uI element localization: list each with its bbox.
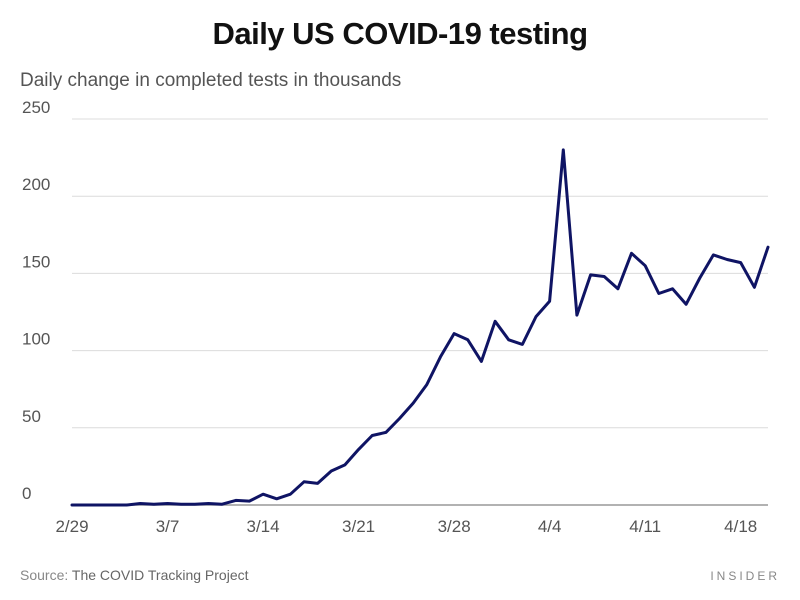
x-tick-label: 3/21 [342,517,375,536]
x-tick-label: 4/4 [538,517,562,536]
x-tick-label: 4/18 [724,517,757,536]
y-tick-label: 200 [22,175,50,194]
chart-title: Daily US COVID-19 testing [212,16,588,51]
source-text: The COVID Tracking Project [68,567,249,583]
series-line [70,148,770,507]
source-label: Source: [20,567,69,583]
x-tick-label: 3/14 [247,517,280,536]
y-axis-ticks: 0 50 100 150 200 250 [22,98,50,503]
insider-logo: INSIDER [710,569,780,583]
x-tick-label: 3/28 [438,517,471,536]
y-tick-label: 250 [22,98,50,117]
x-tick-label: 3/7 [156,517,180,536]
y-tick-label: 50 [22,407,41,426]
source-note: Source: The COVID Tracking Project [20,567,249,583]
y-tick-label: 100 [22,330,50,349]
chart-subtitle: Daily change in completed tests in thous… [20,70,402,91]
x-tick-label: 2/29 [55,517,88,536]
x-tick-label: 4/11 [629,517,661,536]
x-axis-ticks: 2/29 3/7 3/14 3/21 3/28 4/4 4/11 4/18 [55,517,757,536]
gridlines [72,118,768,506]
y-tick-label: 150 [22,252,50,271]
y-tick-label: 0 [22,484,31,503]
